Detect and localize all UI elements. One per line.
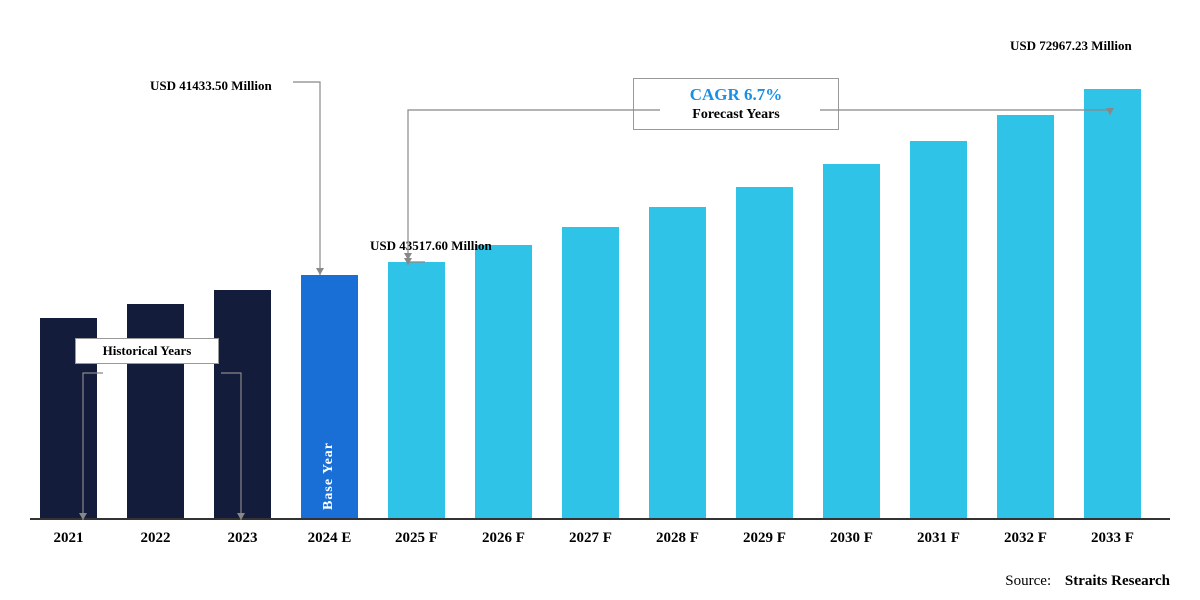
x-axis-label: 2032 F <box>1004 530 1047 547</box>
historical-years-label: Historical Years <box>103 343 192 358</box>
bar-fill <box>910 141 967 518</box>
x-axis-label: 2030 F <box>830 530 873 547</box>
bar-2033-F <box>1084 89 1141 518</box>
bar-fill <box>1084 89 1141 518</box>
bar-2024-E: Base Year <box>301 275 358 518</box>
bar-fill <box>736 187 793 518</box>
bar-2028-F <box>649 207 706 518</box>
bar-fill <box>997 115 1054 518</box>
source-label: Source: <box>1005 573 1051 589</box>
callout-2024-value: USD 41433.50 Million <box>150 78 272 94</box>
bar-2032-F <box>997 115 1054 518</box>
bar-fill <box>388 262 445 518</box>
forecast-box: CAGR 6.7% Forecast Years <box>633 78 839 130</box>
x-axis-label: 2028 F <box>656 530 699 547</box>
bar-fill <box>562 227 619 518</box>
base-year-label: Base Year <box>321 442 337 510</box>
bar-fill <box>214 290 271 518</box>
x-axis-label: 2027 F <box>569 530 612 547</box>
bar-2030-F <box>823 164 880 518</box>
x-axis-label: 2022 <box>141 530 171 547</box>
bar-2023 <box>214 290 271 518</box>
x-axis-label: 2025 F <box>395 530 438 547</box>
bar-plot: Base Year <box>30 50 1170 520</box>
callout-2025-value: USD 43517.60 Million <box>370 238 492 254</box>
bar-2029-F <box>736 187 793 518</box>
bar-2025-F <box>388 262 445 518</box>
bar-fill <box>649 207 706 518</box>
bar-2027-F <box>562 227 619 518</box>
x-axis-label: 2033 F <box>1091 530 1134 547</box>
bar-fill <box>127 304 184 518</box>
x-axis-label: 2023 <box>228 530 258 547</box>
bar-2031-F <box>910 141 967 518</box>
source-name: Straits Research <box>1065 573 1170 589</box>
callout-2033-value: USD 72967.23 Million <box>1010 38 1132 54</box>
forecast-years-label: Forecast Years <box>656 107 816 123</box>
bar-fill <box>475 245 532 518</box>
x-axis-label: 2029 F <box>743 530 786 547</box>
source-attribution: Source: Straits Research <box>1005 573 1170 590</box>
bar-2026-F <box>475 245 532 518</box>
bar-2022 <box>127 304 184 518</box>
x-axis-label: 2024 E <box>308 530 352 547</box>
x-axis-label: 2026 F <box>482 530 525 547</box>
x-axis-label: 2021 <box>54 530 84 547</box>
x-axis-label: 2031 F <box>917 530 960 547</box>
bar-fill <box>823 164 880 518</box>
x-axis-baseline <box>30 518 1170 520</box>
historical-years-box: Historical Years <box>75 338 219 364</box>
cagr-label: CAGR 6.7% <box>656 85 816 105</box>
chart-plot-area: Base Year <box>30 50 1170 520</box>
x-axis-labels: 2021 2022 2023 2024 E 2025 F 2026 F 2027 F 2028… <box>30 530 1170 560</box>
